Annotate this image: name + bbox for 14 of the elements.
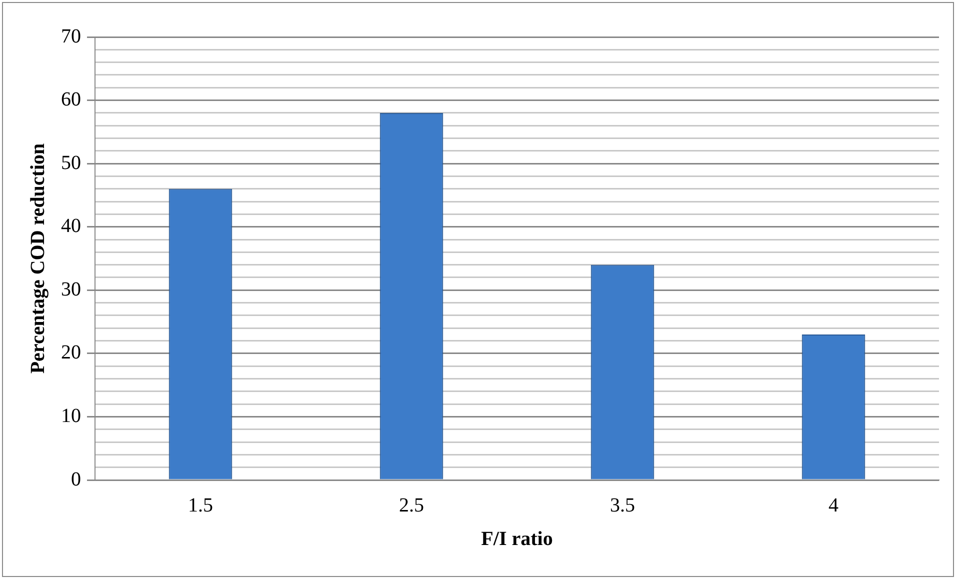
x-tick-label: 1.5 [188, 494, 213, 516]
y-tick-label: 10 [61, 404, 81, 427]
y-tick-label: 30 [61, 278, 81, 300]
y-tick-label: 40 [61, 215, 81, 238]
x-axis-title: F/I ratio [481, 528, 553, 550]
x-tick-label: 4 [828, 494, 838, 516]
y-axis-title: Percentage COD reduction [27, 143, 50, 374]
y-tick-label: 50 [61, 152, 81, 174]
y-tick-label: 60 [61, 88, 81, 111]
y-tick-label: 0 [71, 468, 81, 490]
y-tick-label: 70 [61, 25, 81, 48]
y-tick-label: 20 [61, 342, 81, 364]
x-tick-label: 2.5 [399, 494, 424, 516]
x-tick-label: 3.5 [610, 494, 635, 516]
